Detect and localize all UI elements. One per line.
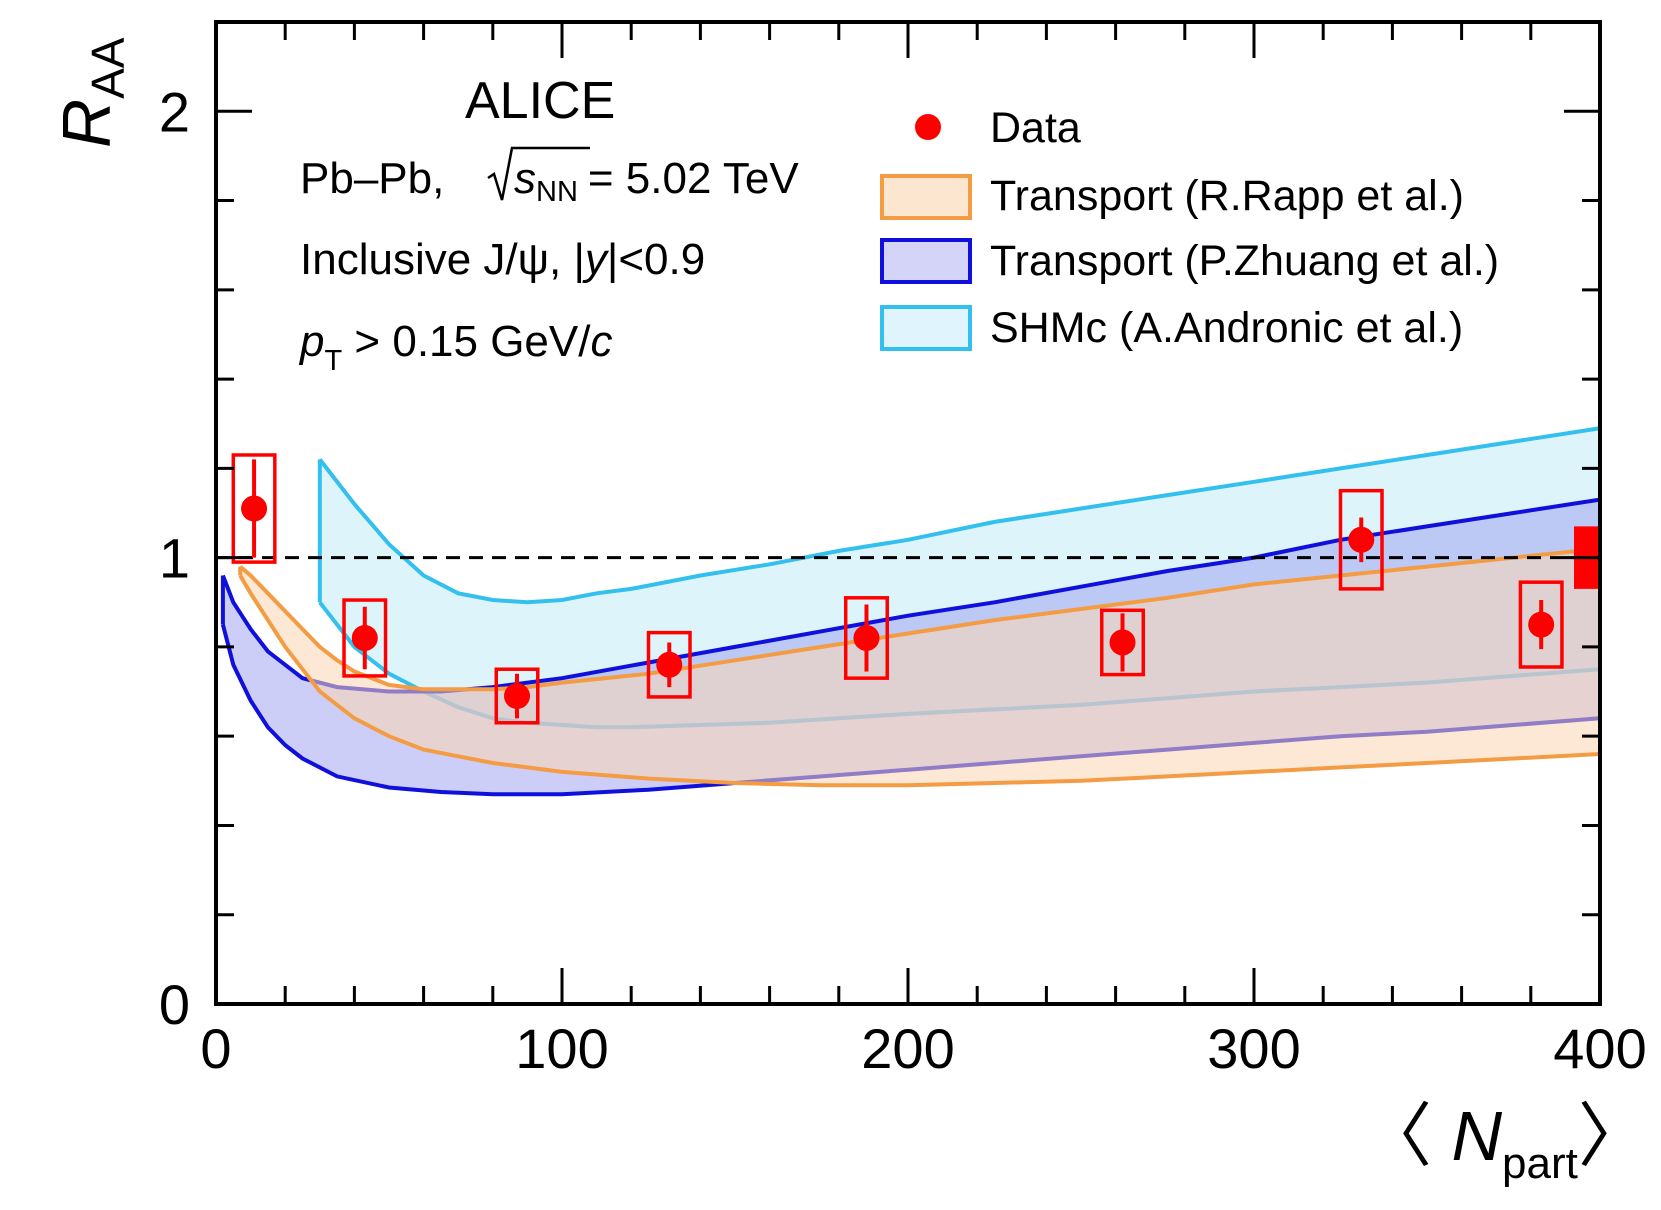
y-axis-label-sub: AA [82, 37, 134, 99]
legend: Data Transport (R.Rapp et al.) Transport… [880, 104, 1499, 352]
data-point-7 [1518, 580, 1564, 669]
band-rapp [240, 548, 1600, 786]
pt-var: p [298, 317, 324, 366]
marker-0 [241, 495, 268, 522]
data-point-0 [231, 453, 277, 564]
x-tick-label: 400 [1553, 1017, 1646, 1080]
axis-ticks [214, 20, 1602, 1006]
data-point-3 [646, 630, 692, 699]
legend-swatch-rapp [880, 174, 972, 220]
y-tick-label: 1 [159, 527, 190, 590]
svg-text:Pb–Pb,: Pb–Pb, [300, 154, 444, 203]
sys-box-1 [342, 598, 388, 678]
data-point-6 [1338, 488, 1384, 591]
marker-4 [853, 624, 880, 651]
selection-end: |<0.9 [607, 235, 705, 284]
band-rapp-lower [238, 574, 1600, 788]
selection-var: y [582, 235, 610, 284]
x-tick-label: 200 [861, 1017, 954, 1080]
y-tick-label: 2 [159, 80, 190, 143]
sys-box-6 [1338, 488, 1384, 591]
legend-swatch-shmc [880, 305, 972, 351]
x-axis-label-close: 〉 [1578, 1097, 1648, 1175]
sys-box-2 [494, 667, 540, 725]
pt-unit: c [590, 317, 612, 366]
selection-label: Inclusive J/ψ, |y|<0.9 [300, 235, 705, 284]
sys-box-3 [646, 630, 692, 699]
marker-1 [351, 624, 378, 651]
band-rapp-upper [238, 546, 1600, 692]
sqrt-sign [487, 146, 590, 201]
marker-2 [504, 683, 531, 710]
sys-box-0 [231, 453, 277, 564]
energy-value: = 5.02 TeV [588, 154, 799, 203]
collision-system-label: Pb–Pb, sNN = 5.02 TeV [300, 146, 799, 208]
data-point-4 [843, 596, 889, 680]
marker-6 [1348, 526, 1375, 553]
legend-label-zhuang: Transport (P.Zhuang et al.) [990, 237, 1499, 285]
marker-7 [1528, 611, 1555, 638]
legend-label-rapp: Transport (R.Rapp et al.) [990, 172, 1464, 220]
legend-label-shmc: SHMc (A.Andronic et al.) [990, 304, 1463, 352]
x-axis-label: 〈 Npart〉 [1362, 1097, 1648, 1188]
pt-sub: T [324, 345, 342, 377]
sys-box-4 [843, 596, 889, 680]
marker-3 [656, 651, 683, 678]
legend-marker-data [915, 114, 941, 140]
pt-cut: > 0.15 GeV/ [342, 317, 591, 366]
x-tick-label: 0 [200, 1017, 231, 1080]
y-axis-label-var: R [49, 99, 125, 148]
pt-cut-label: pT > 0.15 GeV/c [298, 317, 612, 377]
x-axis-label-var: N [1451, 1097, 1502, 1175]
energy-sqrt-var: s [514, 154, 536, 203]
x-tick-label: 300 [1207, 1017, 1300, 1080]
tick-labels: 0 100 200 300 400 0 1 2 [159, 80, 1647, 1080]
band-shmc-upper [318, 426, 1600, 605]
x-tick-label: 100 [515, 1017, 608, 1080]
system-text: Pb–Pb, [300, 154, 444, 203]
energy-sub: NN [536, 176, 578, 208]
y-axis-label: RAA [49, 37, 134, 148]
legend-swatch-zhuang [880, 238, 972, 284]
x-axis-label-sub: part [1502, 1139, 1578, 1188]
svg-text:sNN= 5.02 TeV: sNN = 5.02 TeV [514, 154, 799, 208]
sys-box-7 [1518, 580, 1564, 669]
y-tick-label: 0 [159, 973, 190, 1036]
data-point-1 [342, 598, 388, 678]
legend-label-data: Data [990, 104, 1081, 152]
marker-5 [1109, 629, 1136, 656]
data-point-2 [494, 667, 540, 725]
experiment-label: ALICE [465, 72, 615, 130]
model-bands [220, 426, 1600, 797]
sys-box-5 [1100, 608, 1146, 677]
x-axis-label-open: 〈 [1362, 1097, 1432, 1175]
data-points [231, 453, 1564, 725]
selection-text: Inclusive J/ψ, | [300, 235, 585, 284]
data-point-5 [1100, 608, 1146, 677]
